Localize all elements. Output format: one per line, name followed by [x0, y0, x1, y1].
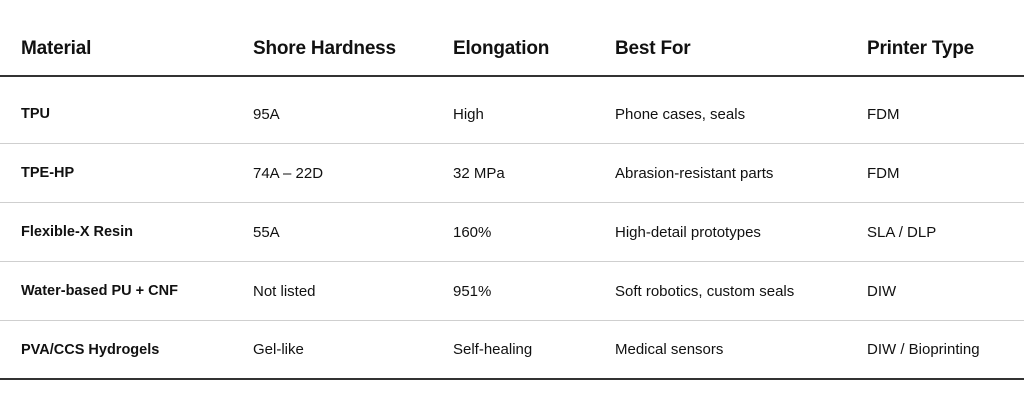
cell-best-for: High-detail prototypes	[615, 223, 761, 241]
cell-elongation: 951%	[453, 282, 492, 300]
cell-printer-type: DIW / Bioprinting	[867, 341, 980, 358]
cell-shore-hardness: 55A	[253, 223, 280, 241]
table-row: PVA/CCS Hydrogels Gel-like Self-healing …	[0, 321, 1024, 380]
table-row: TPU 95A High Phone cases, seals FDM	[0, 85, 1024, 144]
table-header-row: Material Shore Hardness Elongation Best …	[0, 0, 1024, 77]
cell-best-for: Phone cases, seals	[615, 105, 746, 123]
cell-material: Water-based PU + CNF	[21, 283, 178, 299]
cell-material: Flexible-X Resin	[21, 224, 134, 240]
cell-material: TPE-HP	[21, 165, 75, 181]
cell-best-for: Medical sensors	[615, 341, 724, 358]
cell-best-for: Soft robotics, custom seals	[615, 282, 795, 300]
cell-printer-type: DIW	[867, 282, 897, 300]
cell-elongation: 160%	[453, 223, 492, 241]
header-shore-hardness: Shore Hardness	[253, 38, 396, 59]
cell-shore-hardness: Not listed	[253, 282, 316, 300]
cell-material: TPU	[21, 106, 50, 122]
header-best-for: Best For	[615, 38, 691, 59]
cell-elongation: Self-healing	[453, 341, 533, 358]
header-material: Material	[21, 38, 92, 59]
cell-elongation: 32 MPa	[453, 164, 505, 182]
cell-printer-type: SLA / DLP	[867, 223, 937, 241]
cell-elongation: High	[453, 105, 484, 123]
cell-material: PVA/CCS Hydrogels	[21, 341, 160, 358]
table-row: Flexible-X Resin 55A 160% High-detail pr…	[0, 203, 1024, 262]
table-row: Water-based PU + CNF Not listed 951% Sof…	[0, 262, 1024, 321]
cell-shore-hardness: 74A – 22D	[253, 164, 324, 182]
cell-shore-hardness: 95A	[253, 105, 280, 123]
header-printer-type: Printer Type	[867, 38, 975, 59]
cell-printer-type: FDM	[867, 164, 900, 182]
header-elongation: Elongation	[453, 38, 550, 59]
table-row: TPE-HP 74A – 22D 32 MPa Abrasion-resista…	[0, 144, 1024, 203]
cell-best-for: Abrasion-resistant parts	[615, 164, 774, 182]
cell-shore-hardness: Gel-like	[253, 341, 304, 358]
cell-printer-type: FDM	[867, 105, 900, 123]
